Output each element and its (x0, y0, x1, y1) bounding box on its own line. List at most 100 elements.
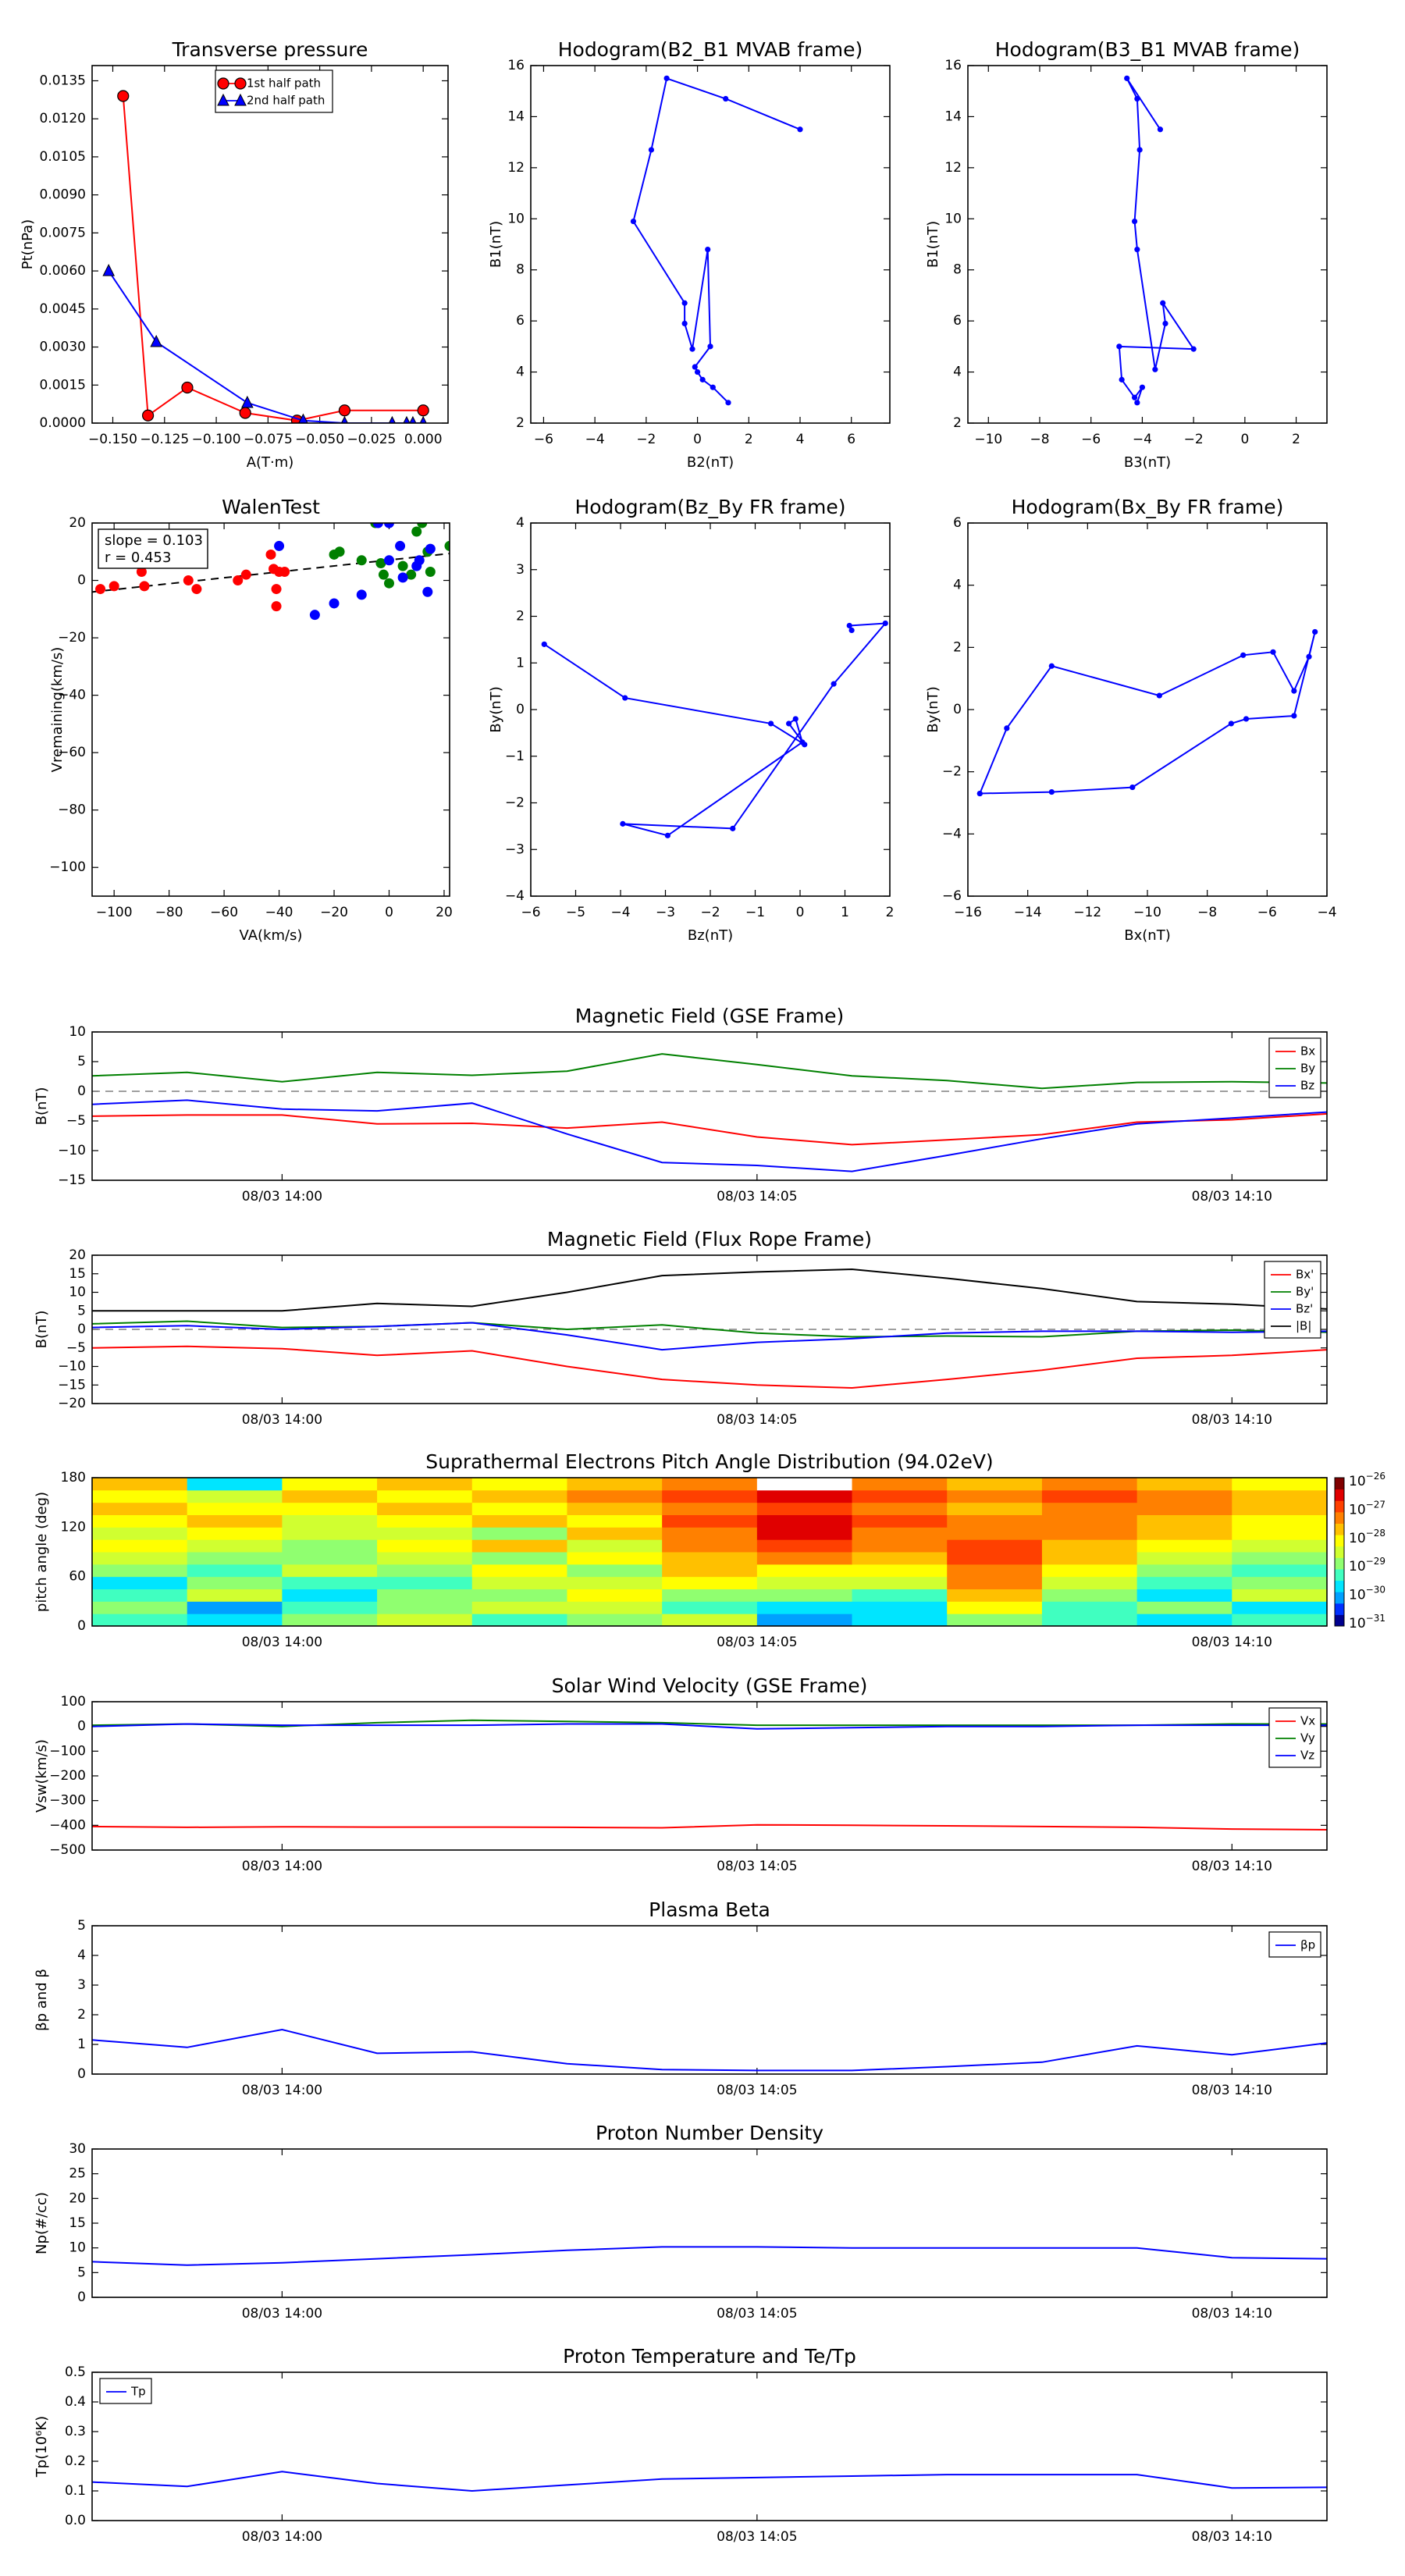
data-point (622, 695, 628, 701)
heatmap-cell (1041, 1576, 1138, 1589)
legend-entry: |B| (1296, 1319, 1311, 1333)
data-point (241, 395, 254, 408)
heatmap-cell (282, 1614, 378, 1626)
x-tick-label: 2 (745, 432, 753, 447)
legend-entry: Vz (1300, 1749, 1314, 1763)
x-tick-label: 08/03 14:00 (242, 1189, 322, 1204)
y-tick-label: 0.0 (65, 2513, 86, 2528)
data-point (1228, 720, 1234, 727)
data-point (417, 404, 429, 417)
x-tick-label: −2 (1184, 432, 1204, 447)
heatmap-cell (1232, 1502, 1327, 1515)
heatmap-cell (377, 1514, 473, 1528)
heatmap-cell (471, 1527, 567, 1540)
data-point (397, 560, 408, 571)
data-point (240, 569, 251, 580)
x-tick-label: −10 (974, 432, 1002, 447)
data-point (1157, 126, 1164, 133)
legend-entry: Tp (130, 2385, 146, 2399)
data-point (395, 540, 406, 551)
y-tick-label: 20 (69, 515, 86, 531)
x-tick-label: −20 (320, 905, 348, 920)
heatmap-cell (756, 1514, 853, 1528)
heatmap-cell (756, 1502, 853, 1515)
heatmap-cell (92, 1514, 188, 1528)
heatmap-cell (852, 1614, 948, 1626)
y-tick-label: −10 (58, 1359, 86, 1375)
heatmap-cell (92, 1614, 188, 1626)
x-tick-label: −0.075 (244, 432, 293, 447)
x-tick-label: −6 (534, 432, 553, 447)
heatmap-cell (92, 1576, 188, 1589)
mag-gse-chart: Magnetic Field (GSE Frame) −15 −10 −5 0 5 10 08… (34, 1005, 1328, 1204)
y-tick-label: 10 (69, 2240, 86, 2256)
colorbar-exponent: −27 (1366, 1499, 1385, 1510)
y-tick-label: −40 (58, 688, 86, 703)
y-tick-label: 8 (516, 262, 525, 278)
colorbar-segment (1335, 1568, 1344, 1582)
series-line-Bx (92, 1112, 1327, 1146)
legend-entry: Vy (1300, 1731, 1315, 1745)
legend-entry: By' (1296, 1285, 1314, 1299)
heatmap-cell (947, 1489, 1043, 1503)
heatmap-cell (92, 1564, 188, 1578)
legend-box (99, 2378, 152, 2404)
heatmap-cell (92, 1527, 188, 1540)
proton-density-chart: Proton Number Density 0 5 10 15 20 25 30 08/03 1… (34, 2122, 1328, 2322)
x-tick-label: 08/03 14:05 (717, 1412, 797, 1428)
plot-area (92, 1268, 1327, 1389)
colorbar-exponent: −29 (1366, 1556, 1385, 1567)
colorbar-segment (1335, 1511, 1344, 1524)
heatmap-cell (471, 1552, 567, 1565)
legend-entry: Bz (1300, 1079, 1314, 1093)
data-point (181, 381, 194, 394)
heatmap-cell (471, 1502, 567, 1515)
y-tick-label: 3 (77, 1977, 86, 1993)
colorbar-label: 10−31 (1349, 1613, 1385, 1631)
y-tick-label: 10 (69, 1285, 86, 1300)
data-point (191, 584, 202, 595)
heatmap-cell (187, 1539, 283, 1553)
heatmap-cell (567, 1514, 663, 1528)
heatmap-cell (567, 1589, 663, 1602)
heatmap-cell (947, 1478, 1043, 1491)
chart-title: Solar Wind Velocity (GSE Frame) (552, 1674, 868, 1697)
data-point (694, 368, 701, 375)
y-tick-label: 10 (944, 211, 962, 226)
data-point (425, 543, 436, 554)
x-tick-label: 2 (1292, 432, 1300, 447)
heatmap-cell (471, 1539, 567, 1553)
legend-entry: βp (1300, 1938, 1315, 1952)
data-point (375, 557, 386, 568)
heatmap-cell (282, 1576, 378, 1589)
heatmap-cell (187, 1564, 283, 1578)
heatmap-cell (1232, 1601, 1327, 1614)
heatmap-cell (1041, 1539, 1138, 1553)
x-tick-label: −0.025 (347, 432, 396, 447)
annotation-text: r = 0.453 (105, 550, 171, 566)
data-point (1270, 649, 1276, 655)
data-point (663, 75, 670, 81)
data-point (1134, 95, 1140, 102)
data-point (797, 126, 803, 133)
x-tick-label: −2 (636, 432, 656, 447)
x-tick-label: −5 (566, 905, 585, 920)
legend-box (1268, 1037, 1321, 1098)
data-point (620, 820, 626, 827)
data-point (383, 578, 394, 589)
x-tick-label: 08/03 14:10 (1192, 2529, 1272, 2545)
y-tick-label: 60 (69, 1569, 86, 1585)
data-point (1124, 75, 1130, 81)
y-tick-label: 6 (953, 515, 962, 531)
y-tick-label: −4 (505, 888, 525, 904)
y-tick-label: 3 (516, 562, 525, 578)
chart-title: Plasma Beta (649, 1898, 770, 1921)
legend-entry: 1st half path (247, 76, 321, 91)
x-tick-label: −8 (1030, 432, 1049, 447)
y-tick-label: 0.0060 (40, 263, 86, 279)
heatmap-cell (662, 1502, 758, 1515)
y-axis-label: Vremaining(km/s) (49, 647, 66, 773)
heatmap-cell (377, 1489, 473, 1503)
legend-entry: Bx (1300, 1044, 1315, 1059)
annotation-box (98, 528, 208, 569)
